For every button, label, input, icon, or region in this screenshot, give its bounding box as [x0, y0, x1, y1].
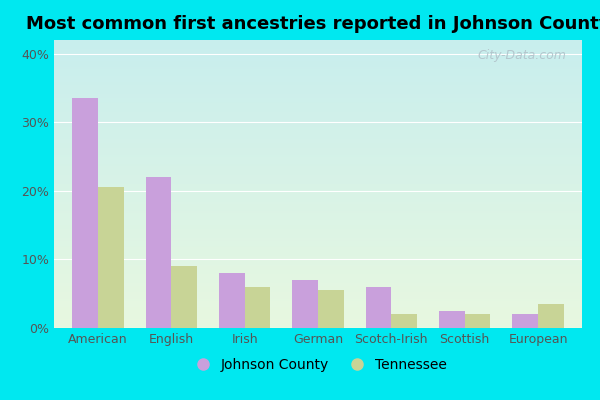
Legend: Johnson County, Tennessee: Johnson County, Tennessee: [184, 352, 452, 377]
Bar: [98, 188, 124, 328]
Title: Most common first ancestries reported in Johnson County: Most common first ancestries reported in…: [26, 15, 600, 33]
Bar: [245, 287, 271, 328]
Bar: [439, 311, 464, 328]
Bar: [318, 290, 344, 328]
Bar: [391, 314, 417, 328]
Bar: [172, 266, 197, 328]
Bar: [512, 314, 538, 328]
Text: City-Data.com: City-Data.com: [477, 49, 566, 62]
Bar: [73, 98, 98, 328]
Bar: [464, 314, 490, 328]
Bar: [146, 177, 172, 328]
Bar: [365, 287, 391, 328]
Bar: [219, 273, 245, 328]
Bar: [292, 280, 318, 328]
Bar: [538, 304, 563, 328]
